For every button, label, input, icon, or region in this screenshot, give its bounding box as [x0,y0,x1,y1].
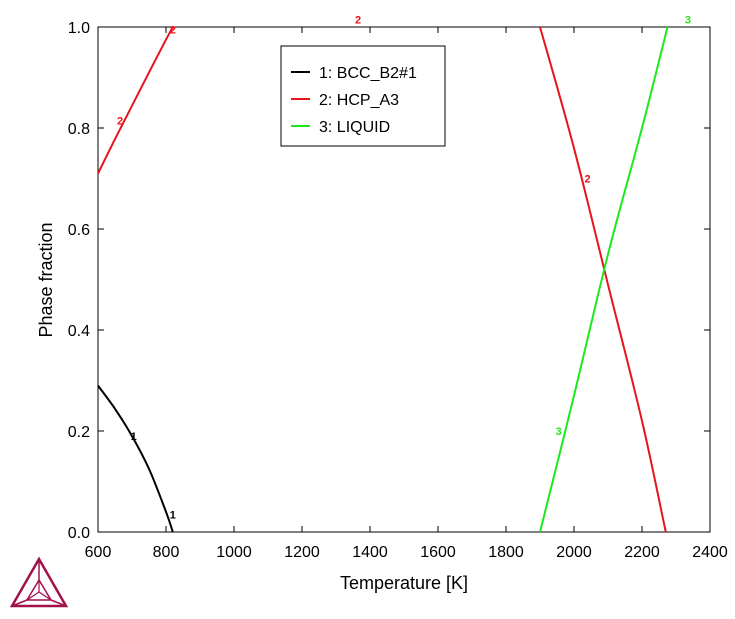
curve-label: 3 [685,14,691,26]
series-line-2 [97,26,174,174]
legend-entry-1: 1: BCC_B2#1 [319,65,417,82]
y-tick-label: 0.6 [68,222,90,239]
curve-label: 2 [355,14,361,26]
x-tick-label: 1200 [284,544,320,561]
x-tick-label: 600 [85,544,112,561]
y-tick-label: 1.0 [68,20,90,37]
series-line-2 [539,26,667,533]
curve-label: 1 [170,509,176,521]
thermo-calc-logo-icon [9,556,69,608]
x-tick-label: 1800 [488,544,524,561]
curve-labels: 1 1 2 2 2 2 3 3 [117,14,691,521]
curve-label: 3 [556,426,562,438]
y-tick-label: 0.2 [68,424,90,441]
x-axis-title: Temperature [K] [340,573,468,593]
y-axis-title: Phase fraction [36,222,56,337]
x-tick-label: 800 [153,544,180,561]
x-tick-label: 2400 [692,544,728,561]
x-tick-label: 2200 [624,544,660,561]
legend-box [280,45,446,147]
legend-entry-2: 2: HCP_A3 [319,92,399,109]
curve-label: 2 [117,115,123,127]
curve-label: 1 [131,431,137,443]
legend: 1: BCC_B2#1 2: HCP_A3 3: LIQUID [280,45,446,147]
x-tick-label: 1400 [352,544,388,561]
y-tick-label: 0.0 [68,525,90,542]
legend-entry-3: 3: LIQUID [319,119,390,136]
axis-ticks: 600 800 1000 1200 1400 1600 1800 2000 2200 2400 0.… [68,20,728,561]
series-line-1 [97,385,174,533]
curve-label: 2 [585,174,591,186]
curve-label: 2 [170,25,176,37]
curves [97,26,669,533]
x-tick-label: 1000 [216,544,252,561]
y-tick-label: 0.4 [68,323,90,340]
plot-frame [97,26,711,533]
x-tick-label: 2000 [556,544,592,561]
x-tick-label: 1600 [420,544,456,561]
y-tick-label: 0.8 [68,121,90,138]
series-line-3 [539,26,669,533]
